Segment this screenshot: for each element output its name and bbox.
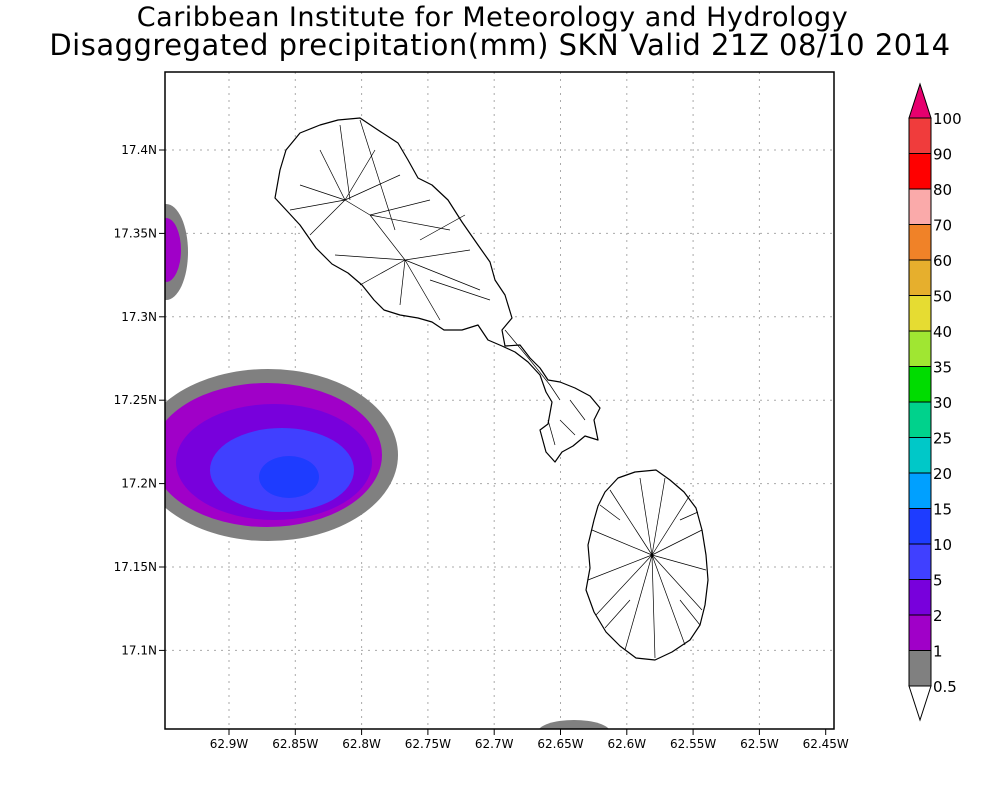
colorbar-min-arrow — [908, 685, 932, 722]
precipitation-field — [165, 204, 609, 729]
colorbar-label: 15 — [933, 501, 952, 519]
colorbar-swatch-50 — [908, 259, 932, 296]
colorbar-swatch-35 — [908, 330, 932, 367]
st-kitts-island — [274, 117, 601, 463]
colorbar-swatch-25 — [908, 401, 932, 438]
colorbar-swatch-10 — [908, 508, 932, 545]
colorbar-swatch-30 — [908, 366, 932, 403]
lon-tick-label: 62.85W — [272, 737, 318, 751]
precip-area-0.5mm — [539, 720, 609, 729]
colorbar-swatch-80 — [908, 153, 932, 190]
colorbar-label: 1 — [933, 643, 943, 661]
colorbar-swatch-40 — [908, 295, 932, 332]
colorbar-label: 10 — [933, 536, 952, 554]
nevis-island — [585, 469, 709, 661]
lon-tick-label: 62.8W — [342, 737, 381, 751]
colorbar-label: 35 — [933, 359, 952, 377]
colorbar-label: 0.5 — [933, 678, 957, 696]
lon-tick-label: 62.65W — [537, 737, 583, 751]
colorbar-label: 25 — [933, 430, 952, 448]
lon-tick-label: 62.6W — [608, 737, 647, 751]
lon-tick-label: 62.45W — [803, 737, 849, 751]
colorbar-label: 20 — [933, 465, 952, 483]
lon-tick-label: 62.7W — [475, 737, 514, 751]
lat-tick-label: 17.3N — [121, 310, 157, 324]
colorbar-swatch-2 — [908, 579, 932, 616]
colorbar-label: 5 — [933, 572, 943, 590]
colorbar-swatch-15 — [908, 472, 932, 509]
colorbar-swatch-90 — [908, 117, 932, 154]
colorbar-label: 90 — [933, 146, 952, 164]
lon-tick-label: 62.9W — [210, 737, 249, 751]
colorbar-label: 40 — [933, 323, 952, 341]
colorbar-label: 50 — [933, 288, 952, 306]
lat-tick-label: 17.1N — [121, 643, 157, 657]
lon-tick-label: 62.55W — [670, 737, 716, 751]
lon-tick-label: 62.75W — [405, 737, 451, 751]
colorbar-swatch-1 — [908, 614, 932, 651]
colorbar-label: 2 — [933, 607, 943, 625]
colorbar-max-arrow — [908, 82, 932, 119]
chart-title: Caribbean Institute for Meteorology and … — [136, 2, 849, 33]
colorbar-swatch-60 — [908, 224, 932, 261]
lon-tick-label: 62.5W — [740, 737, 779, 751]
colorbar-swatch-70 — [908, 188, 932, 225]
colorbar-swatch-0.5 — [908, 650, 932, 687]
precip-area-10mm — [259, 456, 319, 498]
drainage-network — [289, 119, 707, 659]
longitude-axis: 62.9W 62.85W 62.8W 62.75W 62.7W 62.65W 62.6W 62… — [210, 729, 849, 751]
latitude-axis: 17.4N 17.35N 17.3N 17.25N 17.2N 17.15N 17.1N — [114, 143, 165, 657]
lat-tick-label: 17.4N — [121, 143, 157, 157]
lat-tick-label: 17.2N — [121, 477, 157, 491]
lat-tick-label: 17.35N — [114, 226, 157, 240]
colorbar-swatch-5 — [908, 543, 932, 580]
colorbar-label: 70 — [933, 217, 952, 235]
chart-subtitle: Disaggregated precipitation(mm) SKN Vali… — [49, 28, 951, 62]
precip-area-1mm — [165, 218, 181, 282]
lat-tick-label: 17.25N — [114, 393, 157, 407]
colorbar-label: 60 — [933, 252, 952, 270]
colorbar-label: 30 — [933, 394, 952, 412]
lat-tick-label: 17.15N — [114, 560, 157, 574]
colorbar-label: 100 — [933, 110, 962, 128]
colorbar-swatch-20 — [908, 437, 932, 474]
colorbar-label: 80 — [933, 181, 952, 199]
